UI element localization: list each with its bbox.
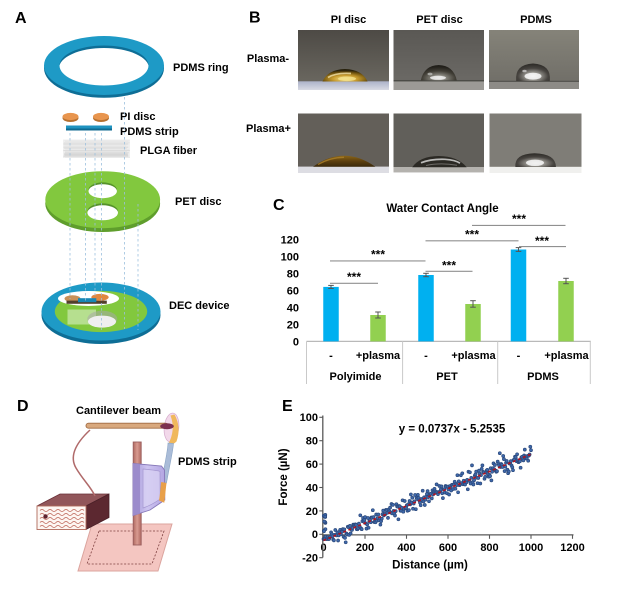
svg-text:A: A [15, 10, 27, 27]
svg-text:PET disc: PET disc [416, 14, 462, 26]
svg-text:20: 20 [306, 506, 318, 518]
svg-text:Polyimide: Polyimide [330, 371, 382, 383]
svg-text:PDMS strip: PDMS strip [178, 456, 237, 468]
svg-text:80: 80 [287, 268, 299, 280]
svg-text:PI disc: PI disc [331, 14, 366, 26]
svg-text:0: 0 [293, 336, 299, 348]
svg-text:PI disc: PI disc [120, 111, 155, 123]
svg-text:***: *** [371, 248, 385, 262]
svg-text:1200: 1200 [560, 542, 584, 554]
svg-text:***: *** [465, 228, 479, 242]
svg-text:+plasma: +plasma [451, 350, 496, 362]
svg-text:20: 20 [287, 319, 299, 331]
svg-text:0: 0 [312, 529, 318, 541]
svg-text:-: - [329, 350, 333, 362]
svg-text:-20: -20 [302, 553, 318, 565]
svg-text:Cantilever beam: Cantilever beam [76, 405, 161, 417]
svg-text:y = 0.0737x - 5.2535: y = 0.0737x - 5.2535 [399, 424, 506, 436]
svg-text:PDMS strip: PDMS strip [120, 126, 179, 138]
svg-text:Plasma+: Plasma+ [246, 123, 291, 135]
svg-text:120: 120 [281, 234, 299, 246]
svg-text:PDMS: PDMS [520, 14, 552, 26]
svg-text:800: 800 [480, 542, 498, 554]
svg-text:80: 80 [306, 436, 318, 448]
svg-text:-: - [424, 350, 428, 362]
svg-text:400: 400 [397, 542, 415, 554]
svg-text:***: *** [535, 234, 549, 248]
svg-text:PET disc: PET disc [175, 196, 221, 208]
svg-text:40: 40 [306, 482, 318, 494]
svg-text:PLGA fiber: PLGA fiber [140, 145, 198, 157]
svg-text:Distance (µm): Distance (µm) [392, 560, 468, 572]
svg-text:***: *** [442, 259, 456, 273]
svg-text:Plasma-: Plasma- [247, 53, 290, 65]
svg-text:200: 200 [356, 542, 374, 554]
svg-text:PDMS ring: PDMS ring [173, 62, 229, 74]
svg-text:B: B [249, 10, 261, 27]
svg-text:C: C [273, 197, 285, 214]
svg-text:DEC device: DEC device [169, 300, 230, 312]
svg-text:+plasma: +plasma [544, 350, 589, 362]
svg-text:-: - [517, 350, 521, 362]
svg-text:1000: 1000 [519, 542, 543, 554]
svg-text:Water Contact Angle: Water Contact Angle [386, 203, 498, 215]
svg-text:40: 40 [287, 302, 299, 314]
svg-text:100: 100 [281, 251, 299, 263]
svg-text:Force (µN): Force (µN) [278, 448, 290, 505]
svg-text:PET: PET [436, 371, 458, 383]
svg-text:***: *** [512, 212, 526, 226]
svg-text:0: 0 [320, 542, 326, 554]
svg-text:600: 600 [439, 542, 457, 554]
svg-text:60: 60 [287, 285, 299, 297]
svg-text:***: *** [347, 270, 361, 284]
svg-text:+plasma: +plasma [356, 350, 401, 362]
svg-text:60: 60 [306, 459, 318, 471]
svg-text:E: E [282, 398, 293, 415]
svg-text:PDMS: PDMS [527, 371, 559, 383]
svg-text:D: D [17, 398, 29, 415]
svg-text:100: 100 [300, 412, 318, 424]
